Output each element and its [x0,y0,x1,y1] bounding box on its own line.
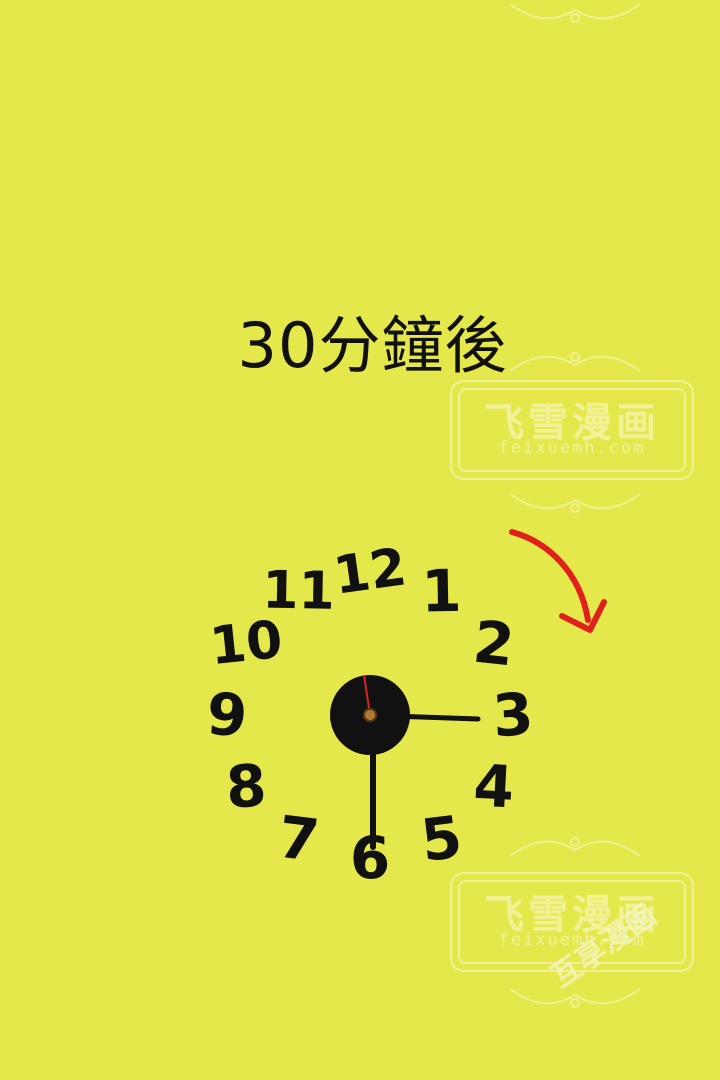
ornament-top [509,3,641,23]
watermark-ornament [509,493,641,513]
watermark-logo: 飞雪漫画 feixuemh.com [450,872,694,972]
hour-hand [362,712,481,722]
watermark-url: feixuemh.com [498,930,646,950]
watermark-ornament [509,352,641,372]
clock-numeral-5: 5 [417,803,465,875]
clock-numeral-8: 8 [224,751,268,821]
watermark-ornament [509,837,641,857]
clock-numeral-10: 10 [207,610,285,677]
clock-numeral-11: 11 [262,561,335,622]
center-pin [363,708,377,722]
clock-numeral-1: 1 [421,557,463,626]
watermark-brand: 飞雪漫画 [484,400,660,446]
watermark-logo: 飞雪漫画 feixuemh.com [450,380,694,480]
watermark-brand: 飞雪漫画 [484,892,660,938]
clock-numeral-9: 9 [204,680,249,751]
clock-numeral-2: 2 [470,608,517,680]
clockwise-arrow [509,529,607,633]
caption-text: 30分鐘後 [237,309,508,382]
clock-numeral-3: 3 [490,680,535,751]
clock-numeral-4: 4 [472,751,516,821]
clock-numeral-12: 12 [330,537,410,606]
watermark-url: feixuemh.com [498,438,646,458]
watermark-ornament [509,988,641,1008]
clock-numeral-7: 7 [274,803,322,875]
